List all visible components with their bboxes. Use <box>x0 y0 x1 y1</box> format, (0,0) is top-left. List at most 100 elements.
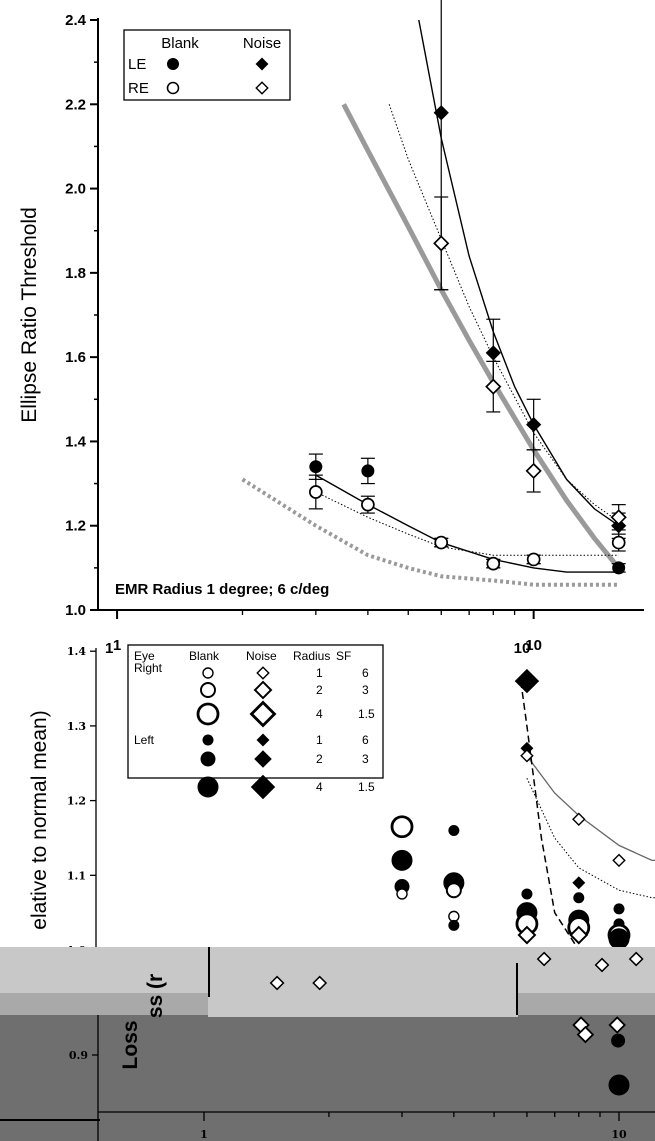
bottom-data-point <box>517 925 537 945</box>
top-data-point <box>610 509 627 526</box>
bottom-legend-radius: 1 <box>316 733 323 747</box>
overlay-band-dark <box>0 1015 655 1141</box>
top-data-point <box>485 345 501 361</box>
overlay-data-point <box>536 951 552 967</box>
top-legend-header: Noise <box>243 35 281 52</box>
top-data-point <box>611 518 627 534</box>
top-data-point <box>361 497 375 512</box>
top-y-tick-label: 1.2 <box>65 518 86 535</box>
overlay-data-point <box>628 951 644 967</box>
bottom-data-point <box>396 888 408 900</box>
bottom-fit-curve <box>520 680 580 951</box>
bottom-data-point <box>448 919 460 931</box>
bottom-data-point <box>573 892 585 904</box>
bottom-legend-radius: 4 <box>316 707 323 721</box>
top-legend-row-label: LE <box>128 56 146 73</box>
bottom-y-axis-label: elative to normal mean) <box>28 710 51 929</box>
top-data-point <box>526 416 542 433</box>
bottom-legend-marker <box>256 666 270 680</box>
overlay-label-fragment: ss (r <box>144 974 167 1018</box>
top-annotation: EMR Radius 1 degree; 6 c/deg <box>115 581 329 598</box>
bottom-x-tick-label: 10 <box>514 640 531 657</box>
top-data-point <box>433 105 449 121</box>
bottom-legend-marker <box>196 702 220 726</box>
overlay-y-tick-label: 0.9 <box>69 1049 88 1062</box>
overlay-band-light <box>0 947 655 995</box>
top-legend-marker <box>255 57 269 71</box>
top-data-point <box>309 460 323 474</box>
overlay-data-point <box>269 975 285 991</box>
bottom-legend-marker <box>249 700 277 728</box>
bottom-data-point <box>613 903 625 915</box>
top-fit-curve <box>418 20 620 527</box>
top-x-tick-label: 10 <box>525 637 542 654</box>
bottom-y-tick-label: 1.1 <box>67 869 86 882</box>
bottom-legend-header: Blank <box>189 649 220 663</box>
top-x-tick-label: 1 <box>113 637 121 654</box>
top-legend-header: Blank <box>161 35 199 52</box>
bottom-data-point <box>514 668 540 694</box>
overlay-data-point <box>594 957 610 973</box>
bottom-fit-curve <box>526 755 655 862</box>
top-y-tick-label: 2.0 <box>65 181 86 198</box>
bottom-data-point <box>572 812 586 827</box>
bottom-data-point <box>569 925 589 945</box>
bottom-data-point <box>612 853 626 868</box>
top-data-point <box>526 552 541 567</box>
overlay-x-tick-label: 10 <box>611 1128 627 1141</box>
bottom-data-point <box>572 876 586 890</box>
bottom-legend-marker <box>200 682 216 698</box>
top-chart: 1.0 1.2 1.4 1.6 1.8 2.0 2.2 2.4 1 10 Ellipse Ratio… <box>18 0 644 654</box>
bottom-data-point <box>391 849 413 871</box>
bottom-fit-curve <box>526 777 655 899</box>
bottom-data-point <box>390 815 414 839</box>
top-y-tick-label: 1.6 <box>65 349 86 366</box>
top-y-tick-label: 2.4 <box>65 12 87 29</box>
bottom-y-tick-label: 1.4 <box>67 645 86 658</box>
overlay-data-point <box>576 1025 595 1044</box>
bottom-legend-sf: 3 <box>362 683 369 697</box>
bottom-legend-radius: 2 <box>316 683 323 697</box>
overlay-x-tick-label: 1 <box>200 1128 208 1141</box>
bottom-legend-header: Radius <box>293 649 330 663</box>
bottom-legend-sf: 6 <box>362 733 369 747</box>
bottom-legend-radius: 2 <box>316 752 323 766</box>
bottom-data-point <box>448 824 460 836</box>
top-data-point <box>612 561 626 575</box>
bottom-legend-marker <box>197 776 219 798</box>
bottom-legend-marker <box>202 734 214 746</box>
bottom-legend-header: Noise <box>246 649 277 663</box>
bottom-legend-sf: 6 <box>362 666 369 680</box>
bottom-legend-sf: 1.5 <box>358 780 375 794</box>
bottom-data-point <box>608 928 630 950</box>
top-y-tick-label: 1.4 <box>65 433 87 450</box>
bottom-legend-marker <box>250 774 276 800</box>
top-data-point <box>433 235 450 252</box>
top-data-point <box>308 485 323 499</box>
top-data-point <box>434 535 449 550</box>
top-fit-curve <box>388 104 619 522</box>
top-fit-curve <box>341 103 621 570</box>
bottom-legend-marker <box>254 750 272 768</box>
top-y-axis-label: Ellipse Ratio Threshold <box>18 207 41 423</box>
bottom-x-tick-label: 1 <box>105 640 113 657</box>
overlay-band-inset <box>208 993 518 1017</box>
top-data-point <box>525 462 542 480</box>
bottom-legend-marker <box>202 667 214 679</box>
bottom-legend-sf: 1.5 <box>358 707 375 721</box>
bottom-legend-marker <box>256 733 270 747</box>
overlay-y-axis-label: Loss <box>119 1020 142 1069</box>
top-legend-row-label: RE <box>128 80 149 97</box>
bottom-legend-sf: 3 <box>362 752 369 766</box>
bottom-y-tick-label: 1.2 <box>67 795 86 808</box>
top-y-tick-label: 1.0 <box>65 602 86 619</box>
bottom-data-point <box>445 882 462 899</box>
top-data-point <box>485 378 502 395</box>
bottom-legend-marker <box>200 751 216 767</box>
top-data-point <box>611 535 626 550</box>
top-legend-marker <box>166 81 180 95</box>
bottom-data-point <box>520 749 534 763</box>
top-y-tick-label: 1.8 <box>65 265 86 282</box>
overlay-data-point <box>608 1074 630 1096</box>
